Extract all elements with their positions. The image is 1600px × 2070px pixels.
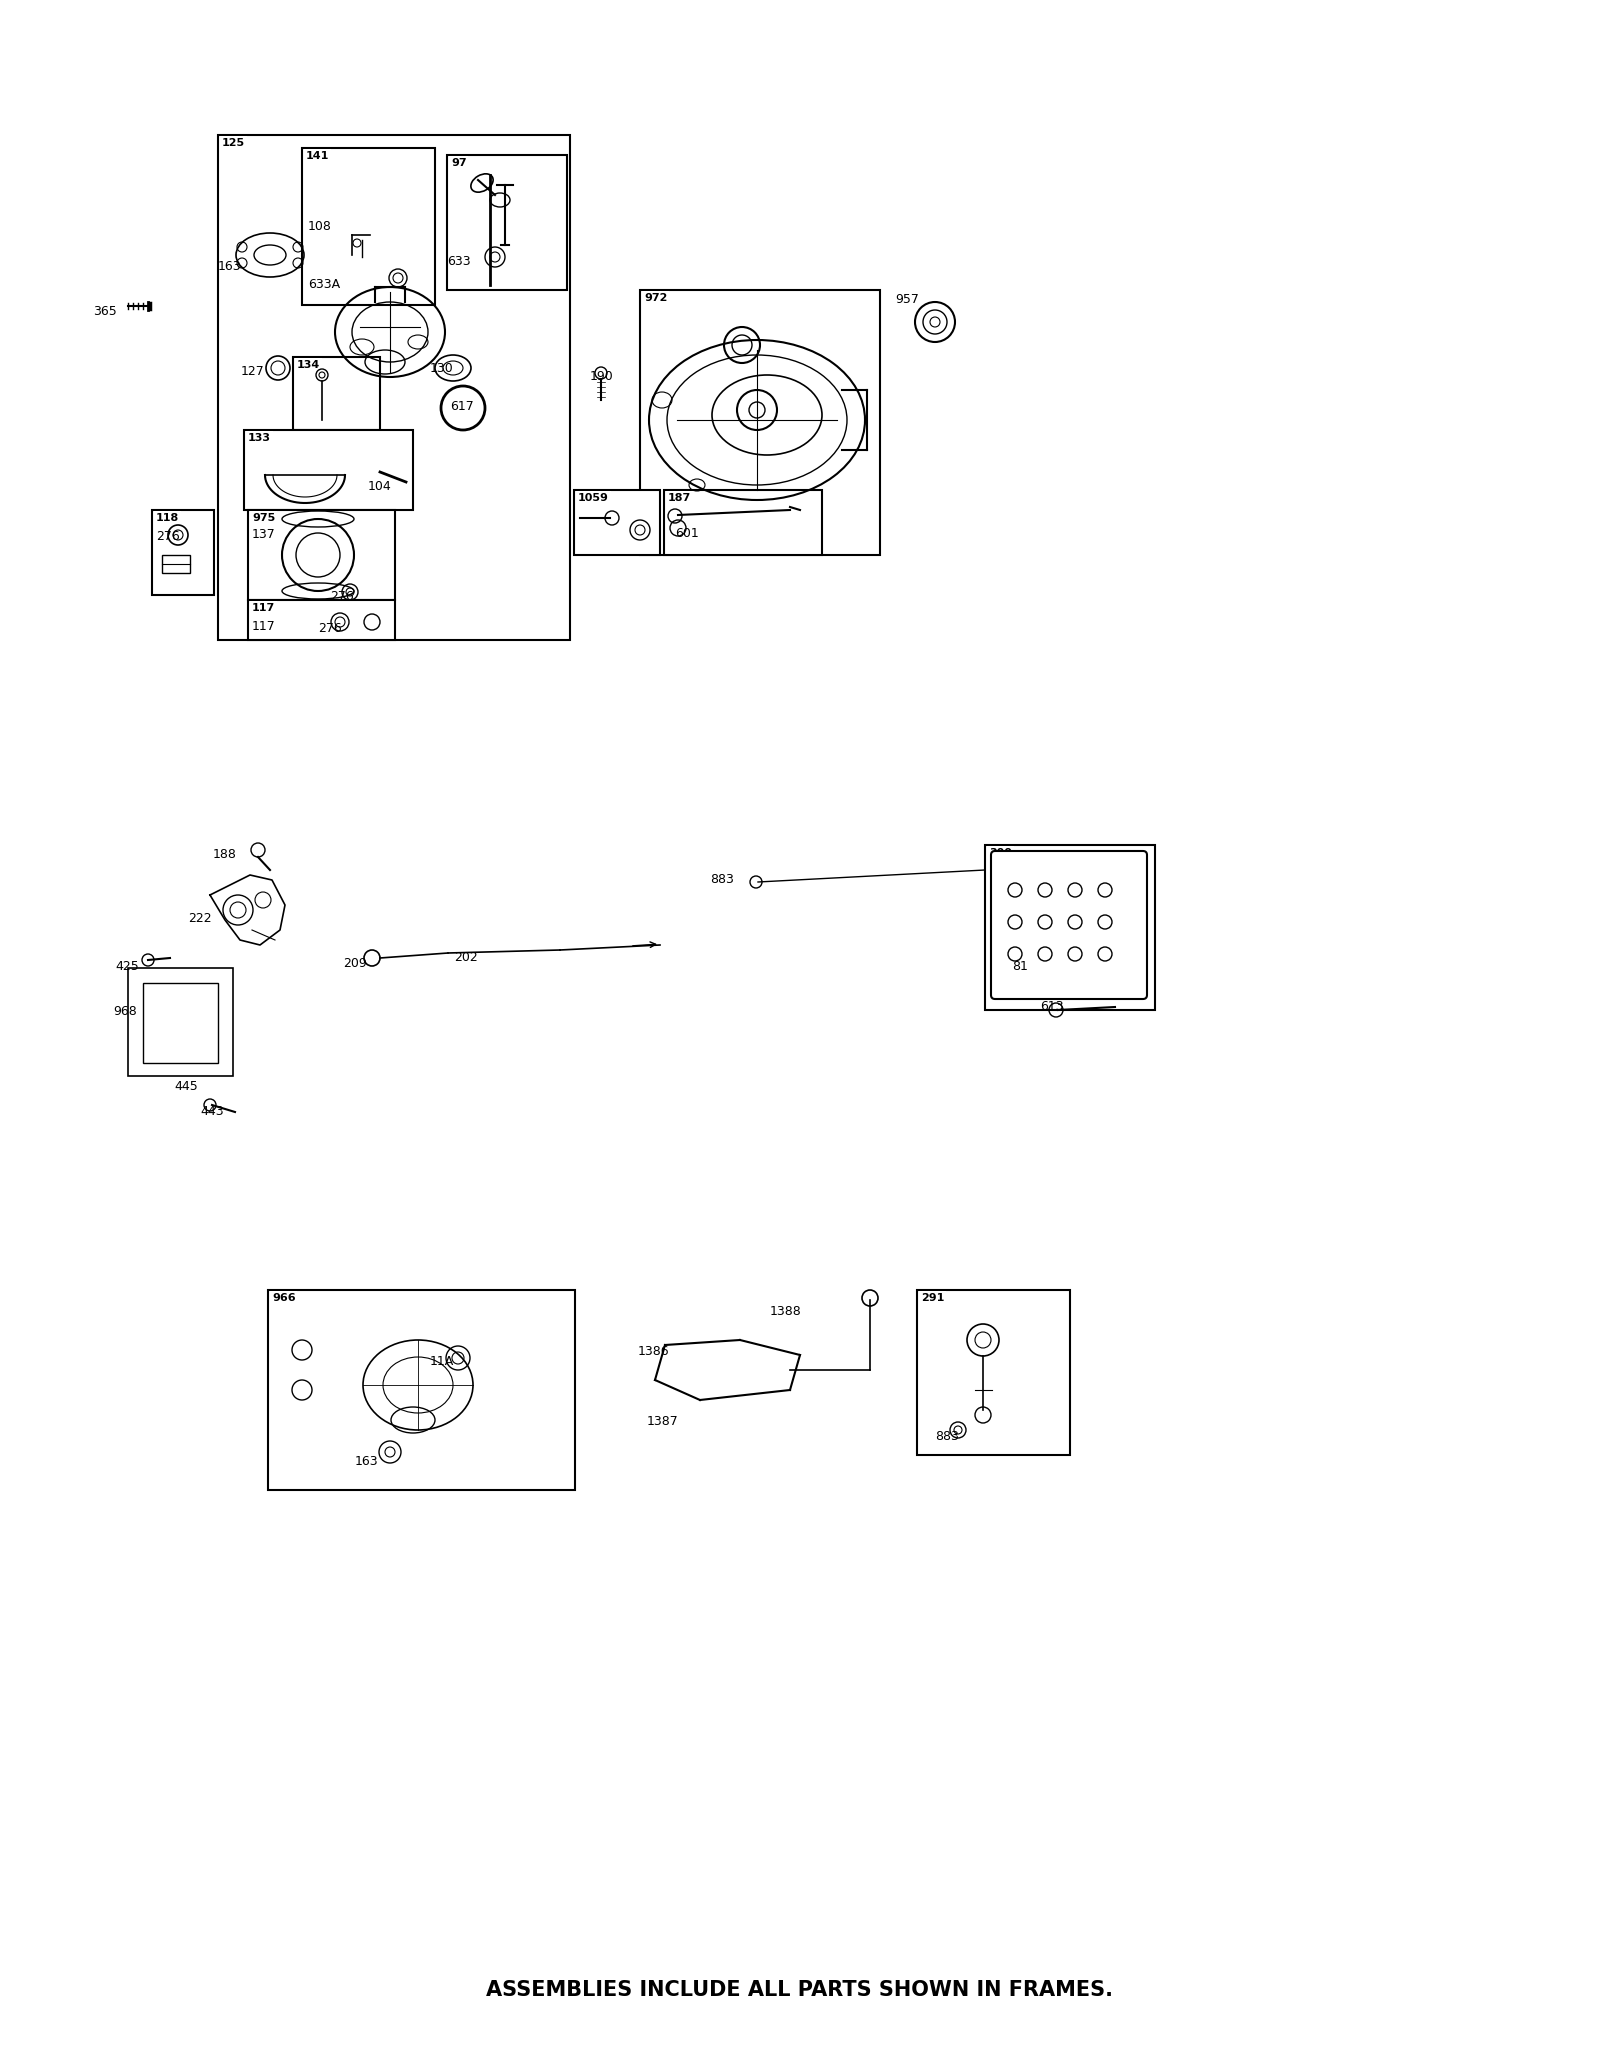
Text: 300: 300: [989, 849, 1011, 857]
Text: 443: 443: [200, 1105, 224, 1118]
Text: 968: 968: [114, 1006, 136, 1018]
Text: 117: 117: [253, 602, 275, 613]
Text: 1386: 1386: [638, 1346, 670, 1358]
Text: 163: 163: [355, 1455, 379, 1468]
Text: 190: 190: [590, 371, 614, 383]
Text: 966: 966: [272, 1294, 296, 1302]
Text: 134: 134: [298, 360, 320, 371]
Text: 883: 883: [710, 874, 734, 886]
Bar: [152, 509, 214, 594]
Bar: [248, 600, 395, 640]
Text: 108: 108: [307, 219, 331, 234]
Bar: [664, 491, 822, 555]
Text: 1059: 1059: [578, 493, 610, 503]
Text: 601: 601: [675, 528, 699, 540]
Text: 365: 365: [93, 304, 117, 319]
Text: 202: 202: [454, 950, 478, 965]
Text: 127: 127: [242, 364, 264, 379]
Text: 117: 117: [253, 621, 275, 633]
Text: 617: 617: [450, 400, 474, 414]
Bar: [917, 1290, 1070, 1455]
Text: 1388: 1388: [770, 1304, 802, 1319]
Text: 187: 187: [669, 493, 691, 503]
Bar: [302, 147, 435, 304]
Text: 972: 972: [643, 294, 667, 302]
Bar: [293, 356, 381, 431]
Text: 613: 613: [1040, 1000, 1064, 1012]
Text: 130: 130: [430, 362, 454, 375]
Text: 633: 633: [446, 255, 470, 267]
Text: 445: 445: [174, 1081, 198, 1093]
Bar: [248, 509, 395, 600]
Text: 425: 425: [115, 960, 139, 973]
Bar: [269, 1290, 574, 1490]
Text: 276: 276: [157, 530, 179, 542]
Bar: [162, 555, 190, 573]
Bar: [243, 431, 413, 509]
Text: 957: 957: [894, 294, 918, 306]
Text: 209: 209: [342, 956, 366, 971]
Text: 133: 133: [248, 433, 270, 443]
Text: 81: 81: [1013, 960, 1027, 973]
Bar: [640, 290, 880, 555]
Text: 222: 222: [189, 913, 211, 925]
Text: 97: 97: [451, 157, 467, 168]
Text: 118: 118: [157, 513, 179, 524]
Bar: [128, 969, 234, 1076]
Text: ASSEMBLIES INCLUDE ALL PARTS SHOWN IN FRAMES.: ASSEMBLIES INCLUDE ALL PARTS SHOWN IN FR…: [486, 1981, 1114, 2000]
Text: 125: 125: [222, 139, 245, 147]
Bar: [218, 135, 570, 640]
Text: 975: 975: [253, 513, 275, 524]
FancyBboxPatch shape: [990, 851, 1147, 1000]
Text: 11A: 11A: [430, 1356, 454, 1368]
Text: 141: 141: [306, 151, 330, 161]
Text: 276: 276: [330, 590, 354, 602]
Text: 163: 163: [218, 261, 242, 273]
Text: 276: 276: [318, 621, 342, 635]
Text: 1387: 1387: [646, 1416, 678, 1428]
Bar: [574, 491, 661, 555]
Text: 104: 104: [368, 480, 392, 493]
Text: 291: 291: [922, 1294, 944, 1302]
Text: 137: 137: [253, 528, 275, 540]
Bar: [986, 845, 1155, 1010]
Text: 883: 883: [934, 1430, 958, 1443]
Bar: [142, 983, 218, 1064]
Polygon shape: [318, 420, 326, 431]
Bar: [446, 155, 566, 290]
Text: 188: 188: [213, 849, 237, 861]
Text: 633A: 633A: [307, 277, 341, 292]
